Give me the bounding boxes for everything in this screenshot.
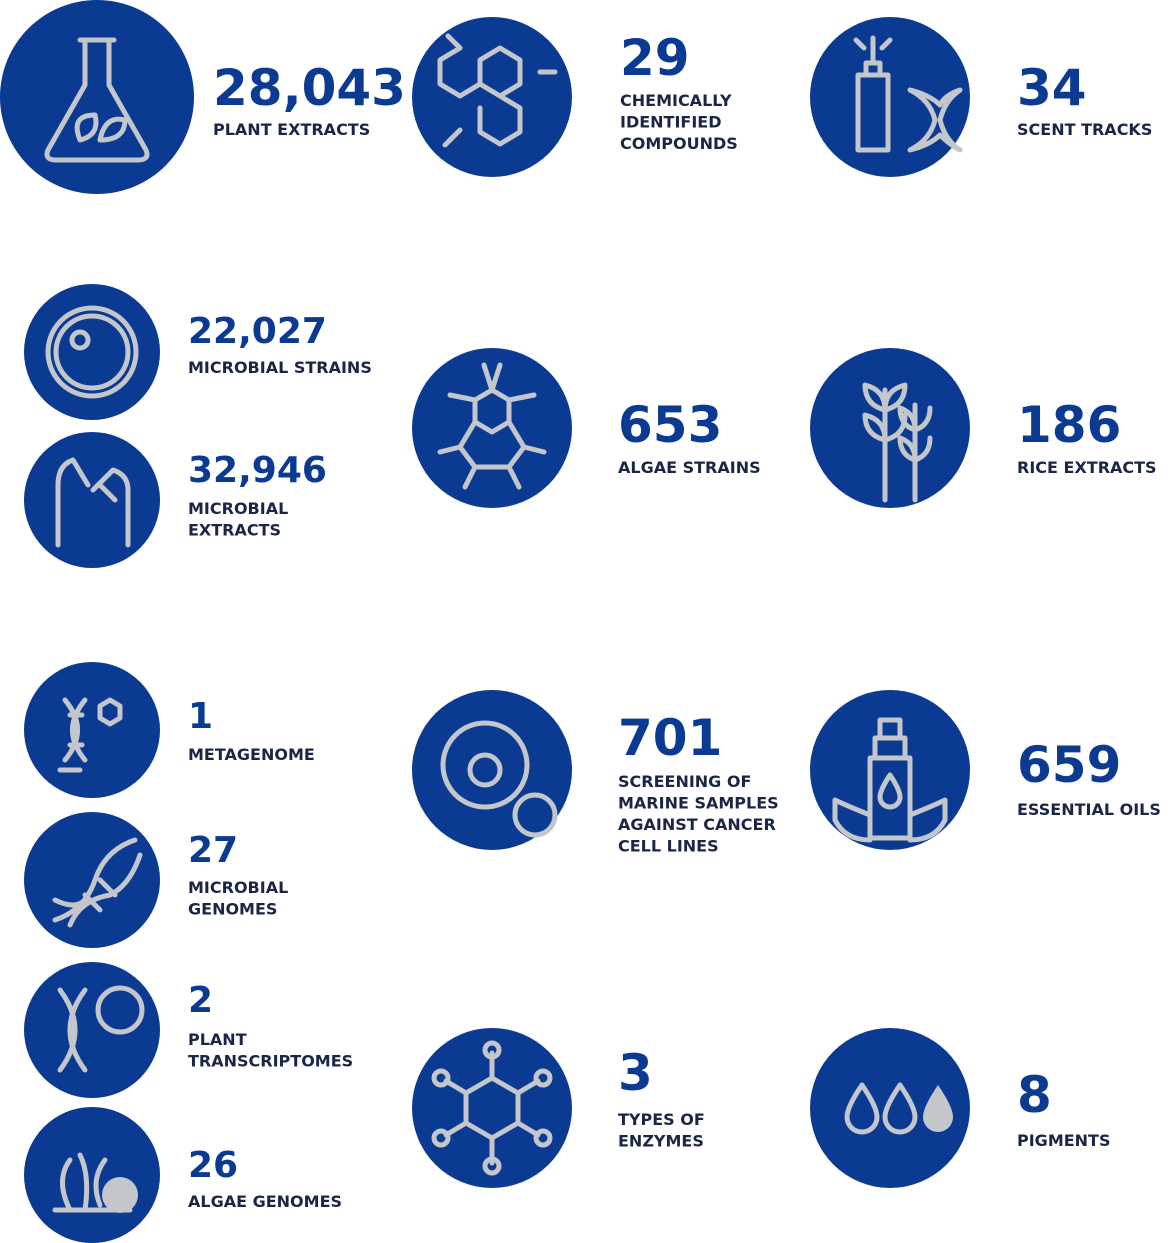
stat-value: 659 [1017,736,1121,794]
stat-label: SCREENING OF [618,772,751,791]
stat-label: MICROBIAL STRAINS [188,358,372,377]
diffuser-icon [853,35,963,153]
stat-label: MICROBIAL [188,499,288,518]
bottle-icon [832,717,948,843]
node-icon [533,1068,553,1088]
molecule-icon [437,33,558,148]
stat-label: IDENTIFIED [620,113,722,132]
node-icon [431,1068,451,1088]
stat-label: COMPOUNDS [620,134,738,153]
stat-label: SCENT TRACKS [1017,120,1152,139]
icon-disc [412,348,572,508]
node-icon [431,1128,451,1148]
stat-value: 8 [1017,1066,1052,1124]
stat-label: ALGAE GENOMES [188,1192,342,1211]
stat-value: 28,043 [213,59,406,117]
stat-label: CHEMICALLY [620,91,732,110]
stat-label: ESSENTIAL OILS [1017,800,1161,819]
icon-disc [412,690,572,850]
stat-label: METAGENOME [188,745,315,764]
node-icon [482,1156,502,1176]
icon-disc [24,962,160,1098]
icon-disc [810,690,970,850]
icon-disc [24,284,160,420]
stat-value: 653 [618,396,722,454]
stat-value: 34 [1017,59,1087,117]
stat-value: 701 [618,709,722,767]
icon-disc [24,812,160,948]
stat-texts: 28,043 PLANT EXTRACTS 29 CHEMICALLY IDENTIFI… [188,29,1161,1211]
petri-icon [45,305,139,399]
icon-disc [810,1028,970,1188]
stat-label: RICE EXTRACTS [1017,458,1157,477]
stat-label: EXTRACTS [188,521,281,540]
sphere-icon [102,1177,138,1213]
cell-icon [512,792,558,838]
stat-label: MICROBIAL [188,878,288,897]
stat-label: AGAINST CANCER [618,815,776,834]
stat-label: TYPES OF [618,1110,705,1129]
icon-disc [810,348,970,508]
stat-label: GENOMES [188,900,277,919]
stat-value: 27 [188,830,238,871]
petri-icon [53,313,131,391]
nucleus-icon [467,752,503,788]
metagenome-icon [57,697,123,773]
stat-value: 3 [618,1044,653,1102]
stat-value: 186 [1017,396,1121,454]
stat-value: 22,027 [188,311,327,352]
gloves-icon [55,457,131,548]
enzyme-icon [443,1050,541,1166]
icon-disc [412,1028,572,1188]
algae-icon [437,362,547,490]
stat-label: PIGMENTS [1017,1131,1111,1150]
icon-disc [24,662,160,798]
dna-icon [57,987,88,1073]
node-icon [482,1040,502,1060]
stat-value: 2 [188,980,213,1021]
icon-disc [0,0,194,194]
stat-label: ALGAE STRAINS [618,458,761,477]
icon-disc [412,17,572,177]
stat-label: TRANSCRIPTOMES [188,1052,353,1071]
dna-icon [52,837,143,928]
icons [0,0,970,1243]
cell-icon [69,329,91,351]
icon-disc [24,1107,160,1243]
stat-label: MARINE SAMPLES [618,794,779,813]
stat-label: CELL LINES [618,837,719,856]
rice-icon [862,382,933,503]
stat-value: 1 [188,696,213,737]
stat-value: 26 [188,1145,238,1186]
stat-label: PLANT [188,1030,247,1049]
icon-disc [24,432,160,568]
drop-icon [844,1082,918,1135]
cell-icon [440,720,530,810]
leaf-icon [74,112,128,143]
stat-value: 32,946 [188,450,327,491]
flask-icon [44,37,150,163]
stat-label: ENZYMES [618,1132,704,1151]
stat-value: 29 [620,29,690,87]
seaweed-icon [52,1152,133,1213]
bubble-icon [95,985,145,1035]
node-icon [533,1128,553,1148]
stat-label: PLANT EXTRACTS [213,120,370,139]
drop-icon [923,1085,953,1132]
